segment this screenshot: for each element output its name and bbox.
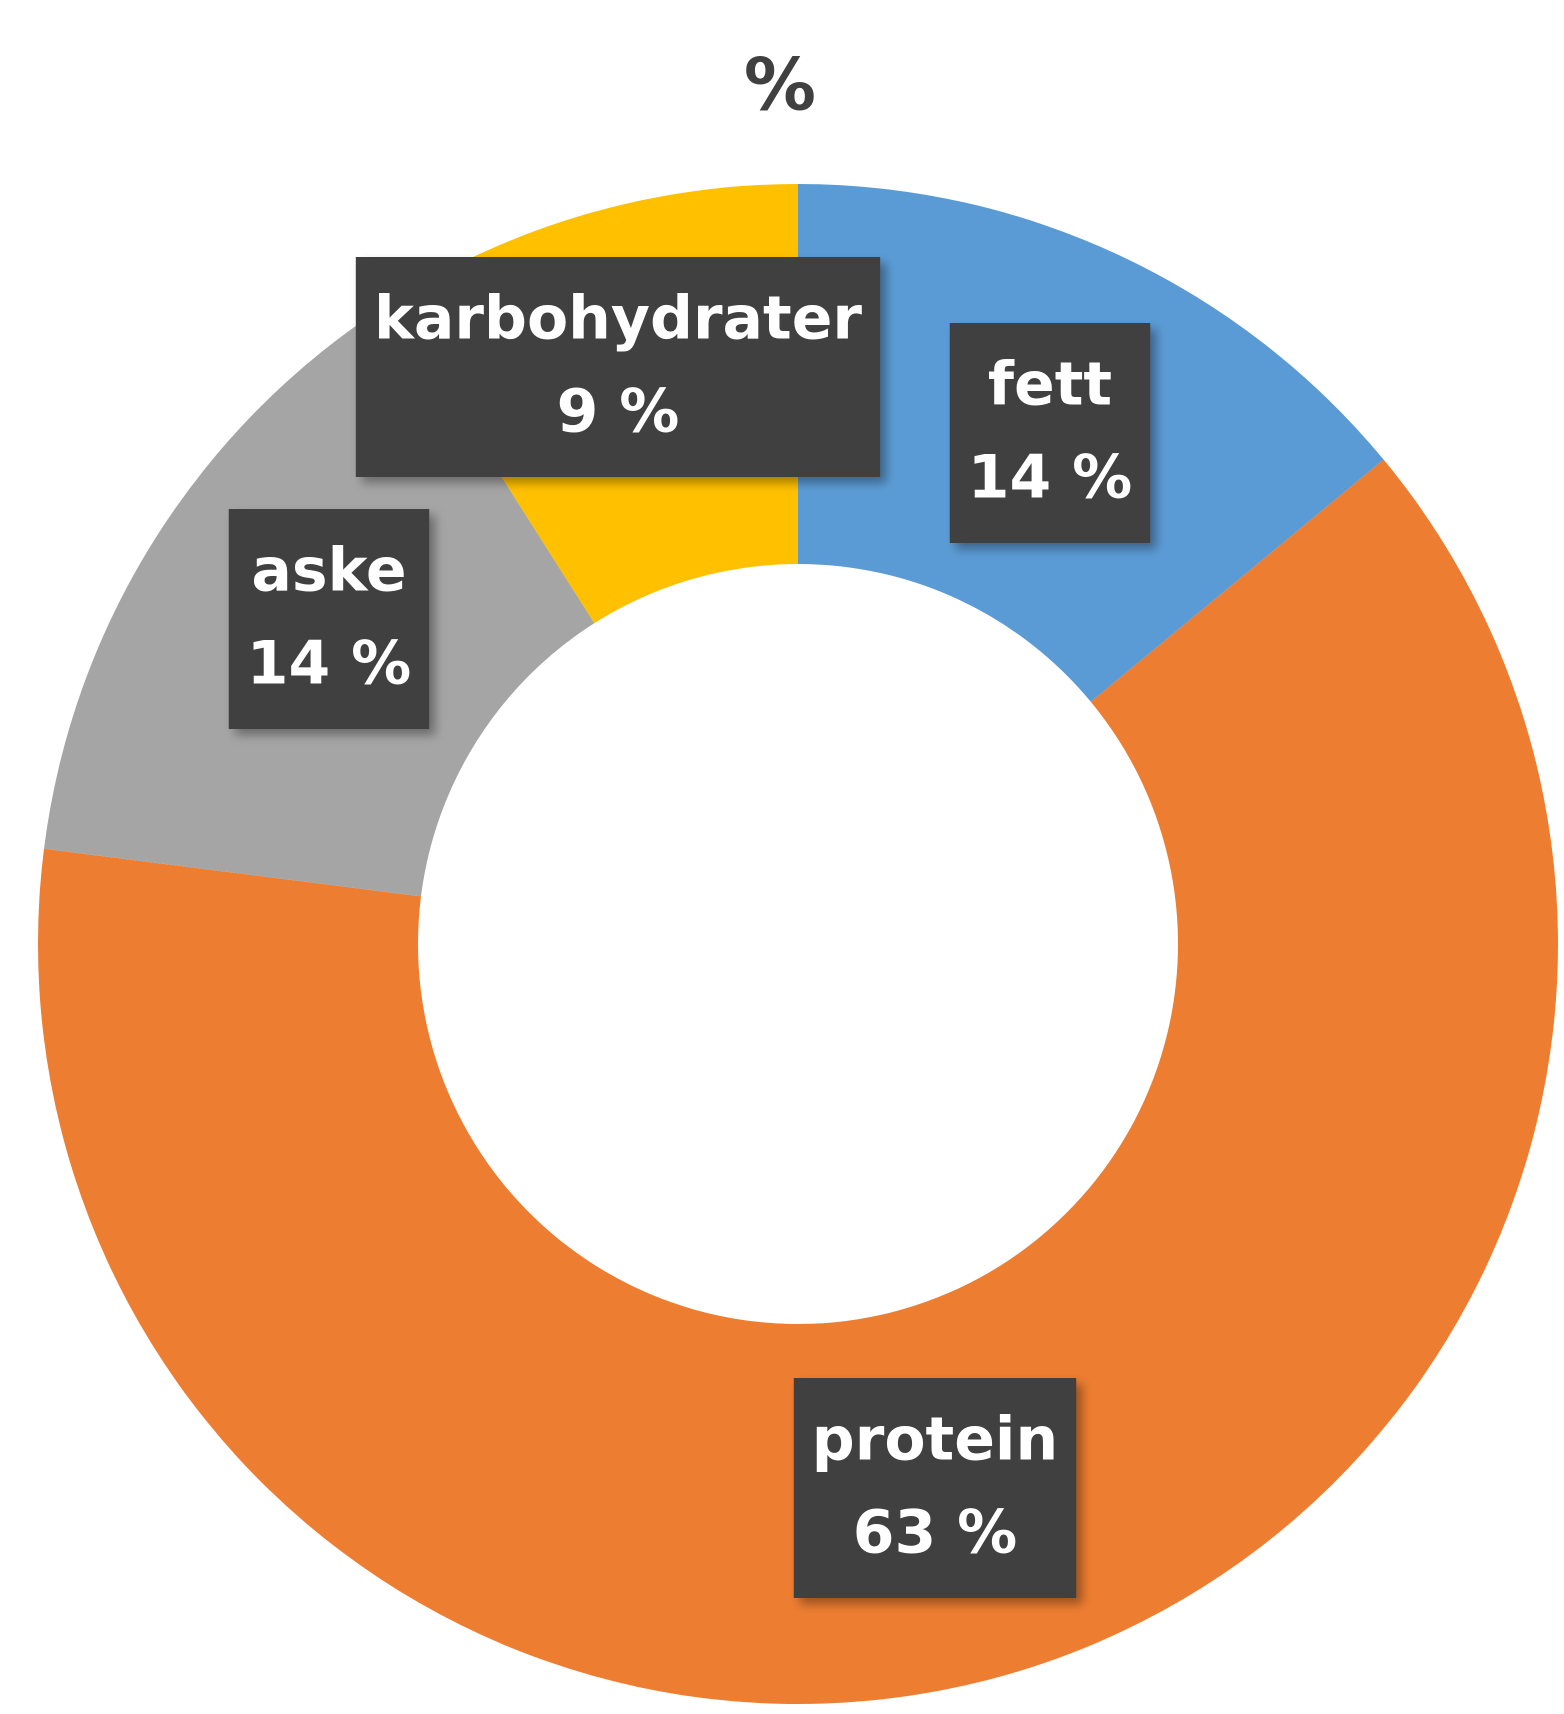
data-label-value: 14 % <box>247 629 412 699</box>
data-label-box <box>793 1378 1077 1598</box>
data-label: protein 63 % <box>793 1378 1077 1598</box>
data-label-value: 9 % <box>557 377 680 447</box>
donut-slice <box>38 459 1559 1704</box>
data-label-value: 63 % <box>853 1498 1018 1568</box>
labels: fett 14 % protein 63 % aske 14 % karbohydrater… <box>228 257 1151 1598</box>
data-label: aske 14 % <box>228 509 430 729</box>
data-label-box <box>228 509 430 729</box>
data-label-name: aske <box>251 536 406 606</box>
data-label: fett 14 % <box>949 323 1151 543</box>
data-label-name: karbohydrater <box>374 284 862 354</box>
chart-title: % <box>744 43 816 127</box>
data-label-name: protein <box>812 1405 1058 1475</box>
data-label-value: 14 % <box>968 443 1133 513</box>
data-label: karbohydrater 9 % <box>355 257 881 477</box>
data-label-box <box>949 323 1151 543</box>
data-label-name: fett <box>988 350 1112 420</box>
data-label-box <box>355 257 881 477</box>
